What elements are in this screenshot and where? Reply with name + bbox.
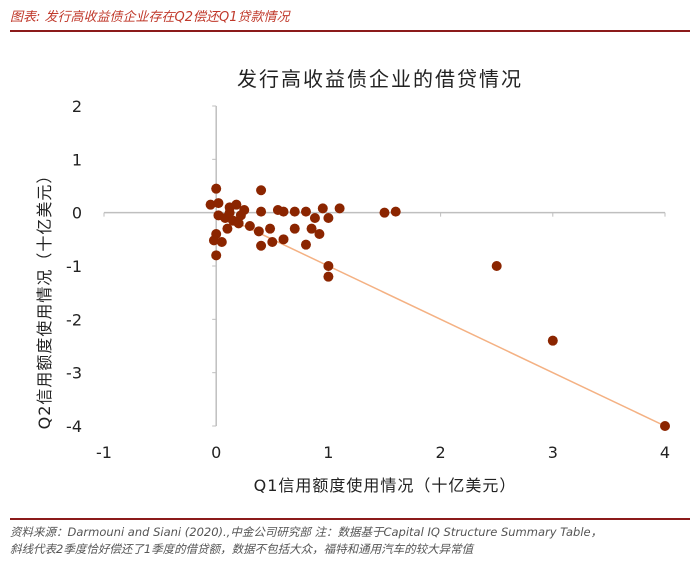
data-point [314,229,325,239]
data-point [289,223,300,234]
data-point [660,421,670,431]
data-point [253,226,264,237]
source-note: 资料来源：Darmouni and Siani (2020).,中金公司研究部 … [10,524,692,558]
data-point [233,218,244,229]
data-point [216,237,227,247]
y-axis-label: Q2信用额度使用情况（十亿美元） [35,167,54,430]
data-point [213,198,224,209]
x-axis-label: Q1信用额度使用情况（十亿美元） [254,476,517,495]
axes [103,105,666,427]
data-point [323,271,334,282]
data-point [300,239,311,250]
data-point [267,237,278,247]
y-tick-label: -1 [66,257,82,276]
data-point [211,183,222,194]
chart-svg: 发行高收益债企业的借贷情况 2 1 0 -1 -2 -3 -4 -1 0 1 2 3 4 Q1信用额度使… [35,67,670,495]
x-tick-label: 3 [548,443,558,462]
y-tick-label: 0 [72,204,82,223]
data-point [390,206,401,217]
points-group [205,183,670,431]
data-point [334,203,345,214]
data-point [244,221,255,231]
data-point [323,213,334,223]
source-line-1: 资料来源：Darmouni and Siani (2020).,中金公司研究部 … [10,525,603,539]
trendline [215,211,666,427]
data-point [317,203,328,214]
y-tick-label: 1 [72,150,82,169]
data-point [256,240,267,251]
x-tick-label: 1 [323,443,333,462]
data-point [205,199,216,210]
data-point [208,235,219,246]
data-point [289,206,300,217]
y-tick-label: -4 [66,417,82,436]
data-point [278,234,289,245]
source-line-2: 斜线代表2季度恰好偿还了1季度的借贷额，数据不包括大众，福特和通用汽车的较大异常… [10,542,474,556]
data-point [547,335,558,346]
data-point [211,250,222,261]
data-point [222,223,233,234]
figure-caption: 图表: 发行高收益债企业存在Q2偿还Q1贷款情况 [10,10,290,25]
y-tick-label: -3 [66,364,82,383]
data-point [300,206,311,217]
data-point [306,223,317,234]
data-point [256,185,267,196]
data-point [309,213,320,223]
data-point [323,261,334,271]
trendline-group [215,211,666,427]
data-point [235,210,246,221]
data-point [224,207,235,218]
x-tick-label: 4 [660,443,670,462]
tick-labels: 2 1 0 -1 -2 -3 -4 -1 0 1 2 3 4 [66,97,670,462]
data-point [265,223,276,234]
chart-title: 发行高收益债企业的借贷情况 [237,67,523,91]
data-point [491,261,502,271]
data-point [256,206,267,217]
data-point [379,207,390,218]
x-tick-label: 0 [211,443,221,462]
data-point [231,199,242,210]
y-tick-label: 2 [72,97,82,116]
scatter-chart: 发行高收益债企业的借贷情况 2 1 0 -1 -2 -3 -4 -1 0 1 2 3 4 Q1信用额度使… [0,34,700,516]
x-tick-label: 2 [436,443,446,462]
bottom-rule [10,518,690,520]
top-rule [10,30,690,32]
x-tick-label: -1 [96,443,112,462]
y-tick-label: -2 [66,310,82,329]
data-point [278,206,289,217]
